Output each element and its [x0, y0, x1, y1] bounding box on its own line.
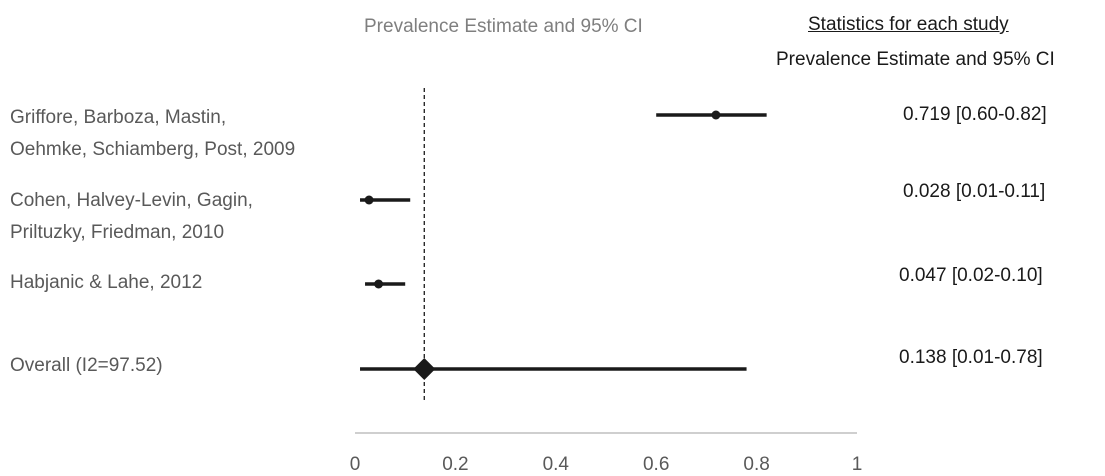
- study-label-line: Griffore, Barboza, Mastin,: [10, 107, 227, 128]
- x-tick-label: 0.8: [743, 454, 769, 475]
- study-label-overall: Overall (I2=97.52): [10, 350, 163, 382]
- x-tick-label: 0: [350, 454, 361, 475]
- point-estimate: [711, 110, 721, 120]
- stat-value-cohen: 0.028 [0.01-0.11]: [903, 181, 1046, 202]
- study-label-line: Overall (I2=97.52): [10, 355, 163, 376]
- stats-title: Statistics for each study: [808, 14, 1009, 35]
- study-label-line: Oehmke, Schiamberg, Post, 2009: [10, 139, 296, 160]
- stat-value-overall: 0.138 [0.01-0.78]: [899, 347, 1043, 368]
- stats-subtitle: Prevalence Estimate and 95% CI: [776, 49, 1055, 70]
- study-label-line: Cohen, Halvey-Levin, Gagin,: [10, 190, 253, 211]
- point-estimate: [374, 279, 384, 289]
- stat-value-griffore: 0.719 [0.60-0.82]: [903, 104, 1047, 125]
- overall-diamond: [413, 358, 436, 380]
- x-tick-label: 0.6: [643, 454, 669, 475]
- x-tick-label: 1: [852, 454, 863, 475]
- plot-title: Prevalence Estimate and 95% CI: [364, 16, 643, 37]
- study-label-line: Habjanic & Lahe, 2012: [10, 272, 203, 293]
- stat-value-habjanic: 0.047 [0.02-0.10]: [899, 265, 1043, 286]
- study-label-griffore: Griffore, Barboza, Mastin, Oehmke, Schia…: [10, 102, 295, 166]
- study-label-line: Priltuzky, Friedman, 2010: [10, 222, 225, 243]
- study-label-habjanic: Habjanic & Lahe, 2012: [10, 267, 202, 299]
- study-label-cohen: Cohen, Halvey-Levin, Gagin, Priltuzky, F…: [10, 185, 253, 249]
- point-estimate: [364, 195, 374, 205]
- x-tick-label: 0.4: [543, 454, 570, 475]
- x-tick-label: 0.2: [442, 454, 468, 475]
